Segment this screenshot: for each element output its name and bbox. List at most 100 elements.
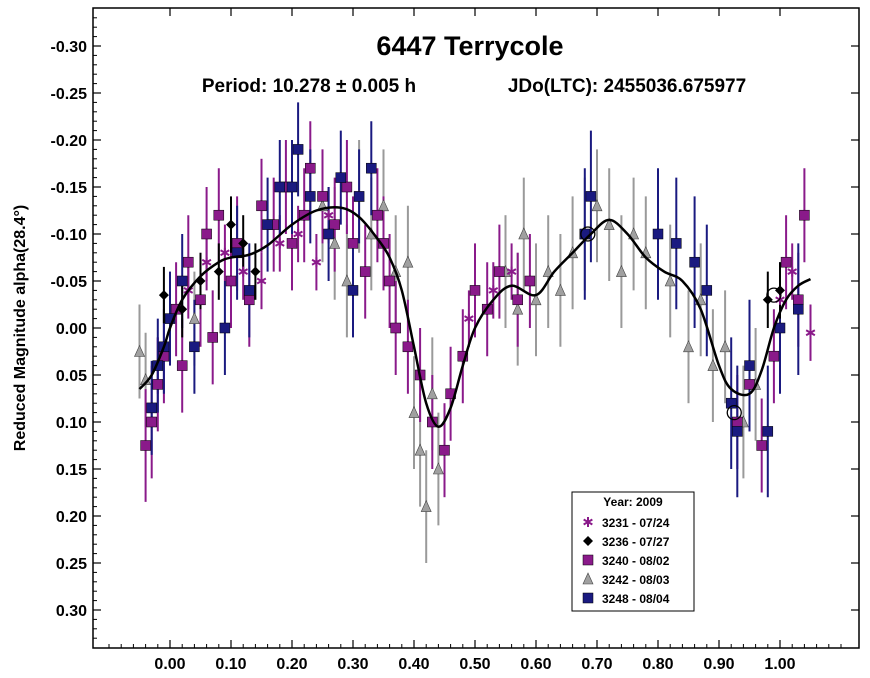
square-marker <box>195 294 206 306</box>
asterisk-stroke <box>238 268 249 275</box>
asterisk-stroke <box>274 240 285 247</box>
asterisk-marker <box>583 517 593 527</box>
y-tick-label: 0.20 <box>56 509 87 526</box>
diamond-marker <box>238 238 249 249</box>
square-marker <box>652 228 664 240</box>
square-marker <box>384 275 395 287</box>
square-marker <box>402 341 414 353</box>
asterisk-marker <box>220 247 230 258</box>
chart-subtitle-epoch: JDo(LTC): 2455036.675977 <box>508 76 746 97</box>
triangle-marker <box>707 358 719 371</box>
triangle-marker <box>554 283 566 296</box>
square-marker <box>256 200 267 212</box>
asterisk-stroke <box>787 268 798 275</box>
triangle-marker <box>329 236 341 249</box>
square-marker <box>305 162 316 174</box>
x-tick-label: 0.40 <box>398 656 429 673</box>
asterisk-marker <box>323 210 334 221</box>
asterisk-marker <box>274 238 285 249</box>
y-tick-label: 0.05 <box>56 368 87 385</box>
square-marker <box>585 191 597 202</box>
square-marker <box>347 238 359 249</box>
square-marker <box>140 440 151 451</box>
square-marker <box>305 191 316 202</box>
square-marker <box>176 360 188 371</box>
triangle-marker <box>719 340 731 353</box>
square-marker <box>701 285 713 296</box>
highlight-circle <box>726 404 742 421</box>
square-marker <box>341 181 353 193</box>
square-marker <box>347 285 359 296</box>
square-marker <box>582 592 594 604</box>
legend-item-label: 3231 - 07/24 <box>602 516 670 530</box>
square-marker <box>780 256 792 268</box>
square-marker <box>292 144 304 155</box>
x-tick-label: 0.90 <box>703 656 734 673</box>
triangle-marker <box>582 572 594 585</box>
triangle-marker <box>683 340 694 353</box>
y-tick-label: -0.05 <box>51 274 88 291</box>
x-tick-label: 0.80 <box>642 656 673 673</box>
square-marker <box>323 228 334 240</box>
y-tick-label: 0.30 <box>56 603 87 620</box>
square-marker <box>372 209 383 221</box>
square-marker <box>762 426 774 437</box>
asterisk-stroke <box>256 277 267 285</box>
triangle-marker <box>432 462 444 475</box>
triangle-marker <box>512 302 524 315</box>
highlight-circle <box>766 287 782 303</box>
square-marker <box>152 379 164 390</box>
asterisk-marker <box>311 257 322 268</box>
square-marker <box>582 554 594 566</box>
diamond-marker <box>226 219 236 230</box>
square-marker <box>524 275 536 287</box>
asterisk-stroke <box>220 249 230 257</box>
diamond-marker <box>775 285 785 296</box>
x-axis: 0.00 0.10 0.20 0.30 0.40 0.50 0.60 0.70 0.80 0.90… <box>108 8 842 673</box>
triangle-marker <box>542 264 554 277</box>
square-marker <box>225 275 237 287</box>
square-marker <box>793 294 804 306</box>
square-marker <box>213 209 225 221</box>
triangle-marker <box>134 344 145 357</box>
square-marker <box>744 360 755 371</box>
asterisk-stroke <box>323 211 334 219</box>
square-marker <box>176 275 188 287</box>
triangle-marker <box>341 274 353 287</box>
square-marker <box>689 256 700 268</box>
y-tick-label: -0.20 <box>51 133 88 150</box>
square-marker <box>469 285 481 296</box>
diamond-marker <box>158 290 169 301</box>
x-tick-label: 0.50 <box>459 656 490 673</box>
square-marker <box>286 181 298 193</box>
x-tick-label: 0.10 <box>215 656 246 673</box>
square-marker <box>353 191 365 202</box>
asterisk-stroke <box>293 230 303 238</box>
square-marker <box>457 350 469 362</box>
square-marker <box>286 238 298 249</box>
diamond-marker <box>762 294 773 305</box>
square-marker <box>793 303 804 315</box>
x-tick-label: 0.20 <box>276 656 307 673</box>
x-tick-label: 1.00 <box>764 656 795 673</box>
square-marker <box>756 440 767 451</box>
chart-subtitle-period: Period: 10.278 ± 0.005 h <box>202 76 416 97</box>
y-tick-label: -0.10 <box>51 227 88 244</box>
asterisk-marker <box>787 266 798 277</box>
highlight-circle <box>580 226 596 242</box>
triangle-marker <box>426 387 438 400</box>
asterisk-stroke <box>311 258 322 266</box>
triangle-marker <box>664 274 676 287</box>
asterisk-marker <box>238 266 249 277</box>
asterisk-marker <box>464 313 474 324</box>
legend: Year: 2009 3231 - 07/24 3236 - 07/27 3240 … <box>571 491 695 612</box>
y-tick-label: -0.25 <box>51 86 88 103</box>
legend-item-label: 3248 - 08/04 <box>602 592 670 606</box>
triangle-marker <box>591 199 603 212</box>
x-tick-label: 0.00 <box>154 656 185 673</box>
asterisk-marker <box>506 266 517 277</box>
triangle-marker <box>615 264 627 277</box>
y-tick-label: 0.10 <box>56 415 87 432</box>
triangle-marker <box>402 255 414 268</box>
